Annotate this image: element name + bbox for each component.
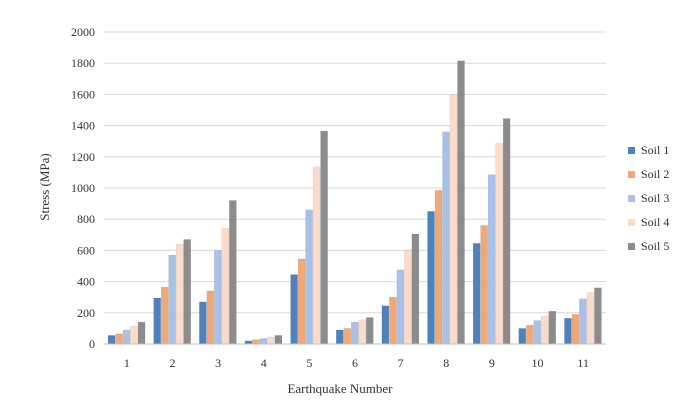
bar-soil-2-eq-2 [160,286,169,345]
x-tick-label: 9 [489,356,495,370]
y-tick-label: 800 [77,212,95,226]
bar-soil-4-eq-7 [404,250,412,345]
bar-soil-2-eq-7 [389,296,397,345]
bar-soil-3-eq-5 [305,209,313,345]
bar-soil-3-eq-9 [487,174,496,345]
bar-soil-5-eq-5 [320,130,328,345]
bar-soil-4-eq-6 [358,319,366,345]
legend-label: Soil 1 [641,143,669,157]
bar-soil-1-eq-7 [381,305,390,345]
legend-swatch [628,147,635,154]
bar-soil-5-eq-2 [183,239,191,345]
x-tick-label: 7 [398,356,404,370]
legend-swatch [628,195,635,202]
bars [107,60,602,345]
x-tick-label: 6 [352,356,358,370]
bar-soil-5-eq-3 [229,200,237,345]
x-tick-labels: 1 2 3 4 5 6 7 8 9 10 11 [124,356,589,370]
bar-soil-4-eq-3 [221,228,230,345]
bar-soil-3-eq-8 [442,131,450,345]
x-axis-title: Earthquake Number [287,381,393,396]
bar-soil-2-eq-4 [252,339,260,345]
bar-soil-1-eq-2 [153,297,161,345]
y-tick-label: 1000 [71,181,95,195]
x-tick-label: 4 [261,356,267,370]
bar-soil-4-eq-10 [541,315,549,345]
legend-item: Soil 5 [628,239,669,253]
bar-soil-2-eq-5 [297,258,306,345]
bar-soil-2-eq-1 [115,333,123,345]
y-tick-label: 400 [77,275,95,289]
bar-soil-3-eq-3 [214,250,222,345]
y-tick-label: 1200 [71,150,95,164]
y-tick-label: 1600 [71,87,95,101]
bar-soil-4-eq-4 [267,336,275,345]
legend-label: Soil 4 [641,215,669,229]
bar-soil-1-eq-8 [427,211,435,345]
legend: Soil 1 Soil 2 Soil 3 Soil 4 Soil 5 [628,143,669,253]
y-tick-label: 600 [77,243,95,257]
bar-soil-3-eq-11 [579,298,587,345]
bar-soil-2-eq-11 [571,314,580,345]
bar-soil-5-eq-4 [274,335,283,345]
legend-item: Soil 1 [628,143,669,157]
legend-label: Soil 3 [641,191,669,205]
bar-soil-2-eq-6 [343,328,351,345]
bar-soil-4-eq-1 [130,325,138,345]
bar-soil-4-eq-11 [586,292,595,345]
bar-soil-5-eq-7 [411,233,420,345]
bar-soil-2-eq-3 [206,290,215,345]
bar-soil-4-eq-8 [449,94,458,345]
bar-soil-5-eq-8 [457,60,465,345]
bar-soil-3-eq-7 [396,269,405,345]
bar-soil-3-eq-6 [351,321,359,345]
y-tick-labels: 0 200 400 600 800 1000 1200 1400 1600 1800 2000 [71,25,95,351]
y-tick-label: 1400 [71,119,95,133]
bar-soil-2-eq-10 [526,325,534,345]
bar-soil-2-eq-8 [434,190,443,345]
y-tick-label: 1800 [71,56,95,70]
bar-soil-5-eq-9 [502,118,511,345]
bar-soil-4-eq-2 [175,243,184,345]
x-tick-label: 8 [443,356,449,370]
bar-soil-5-eq-1 [137,321,146,345]
legend-label: Soil 2 [641,167,669,181]
bar-soil-5-eq-6 [366,317,374,345]
x-tick-label: 5 [306,356,312,370]
y-axis-title: Stress (MPa) [37,153,52,221]
legend-swatch [628,171,635,178]
bar-soil-4-eq-9 [495,143,503,345]
bar-soil-3-eq-10 [533,320,542,345]
bar-soil-1-eq-9 [472,243,481,345]
bar-soil-3-eq-2 [168,254,176,345]
legend-swatch [628,243,635,250]
bar-soil-1-eq-6 [336,329,344,345]
x-tick-label: 11 [577,356,589,370]
x-tick-label: 2 [169,356,175,370]
bar-soil-1-eq-1 [107,335,116,345]
bar-soil-3-eq-1 [122,329,131,345]
legend-label: Soil 5 [641,239,669,253]
bar-soil-2-eq-9 [480,225,488,345]
bar-soil-5-eq-10 [548,310,557,345]
bar-soil-5-eq-11 [594,287,602,345]
legend-item: Soil 4 [628,215,669,229]
bar-soil-1-eq-5 [290,274,298,345]
y-tick-label: 2000 [71,25,95,39]
legend-swatch [628,219,635,226]
x-tick-label: 10 [532,356,544,370]
legend-item: Soil 3 [628,191,669,205]
bar-soil-1-eq-11 [564,318,572,345]
legend-item: Soil 2 [628,167,669,181]
bar-soil-1-eq-10 [518,328,527,345]
x-tick-label: 1 [124,356,130,370]
bar-soil-3-eq-4 [259,338,268,345]
bar-soil-4-eq-5 [312,166,321,345]
y-tick-label: 0 [89,337,95,351]
bar-soil-1-eq-3 [199,301,207,345]
y-tick-label: 200 [77,306,95,320]
x-tick-label: 3 [215,356,221,370]
